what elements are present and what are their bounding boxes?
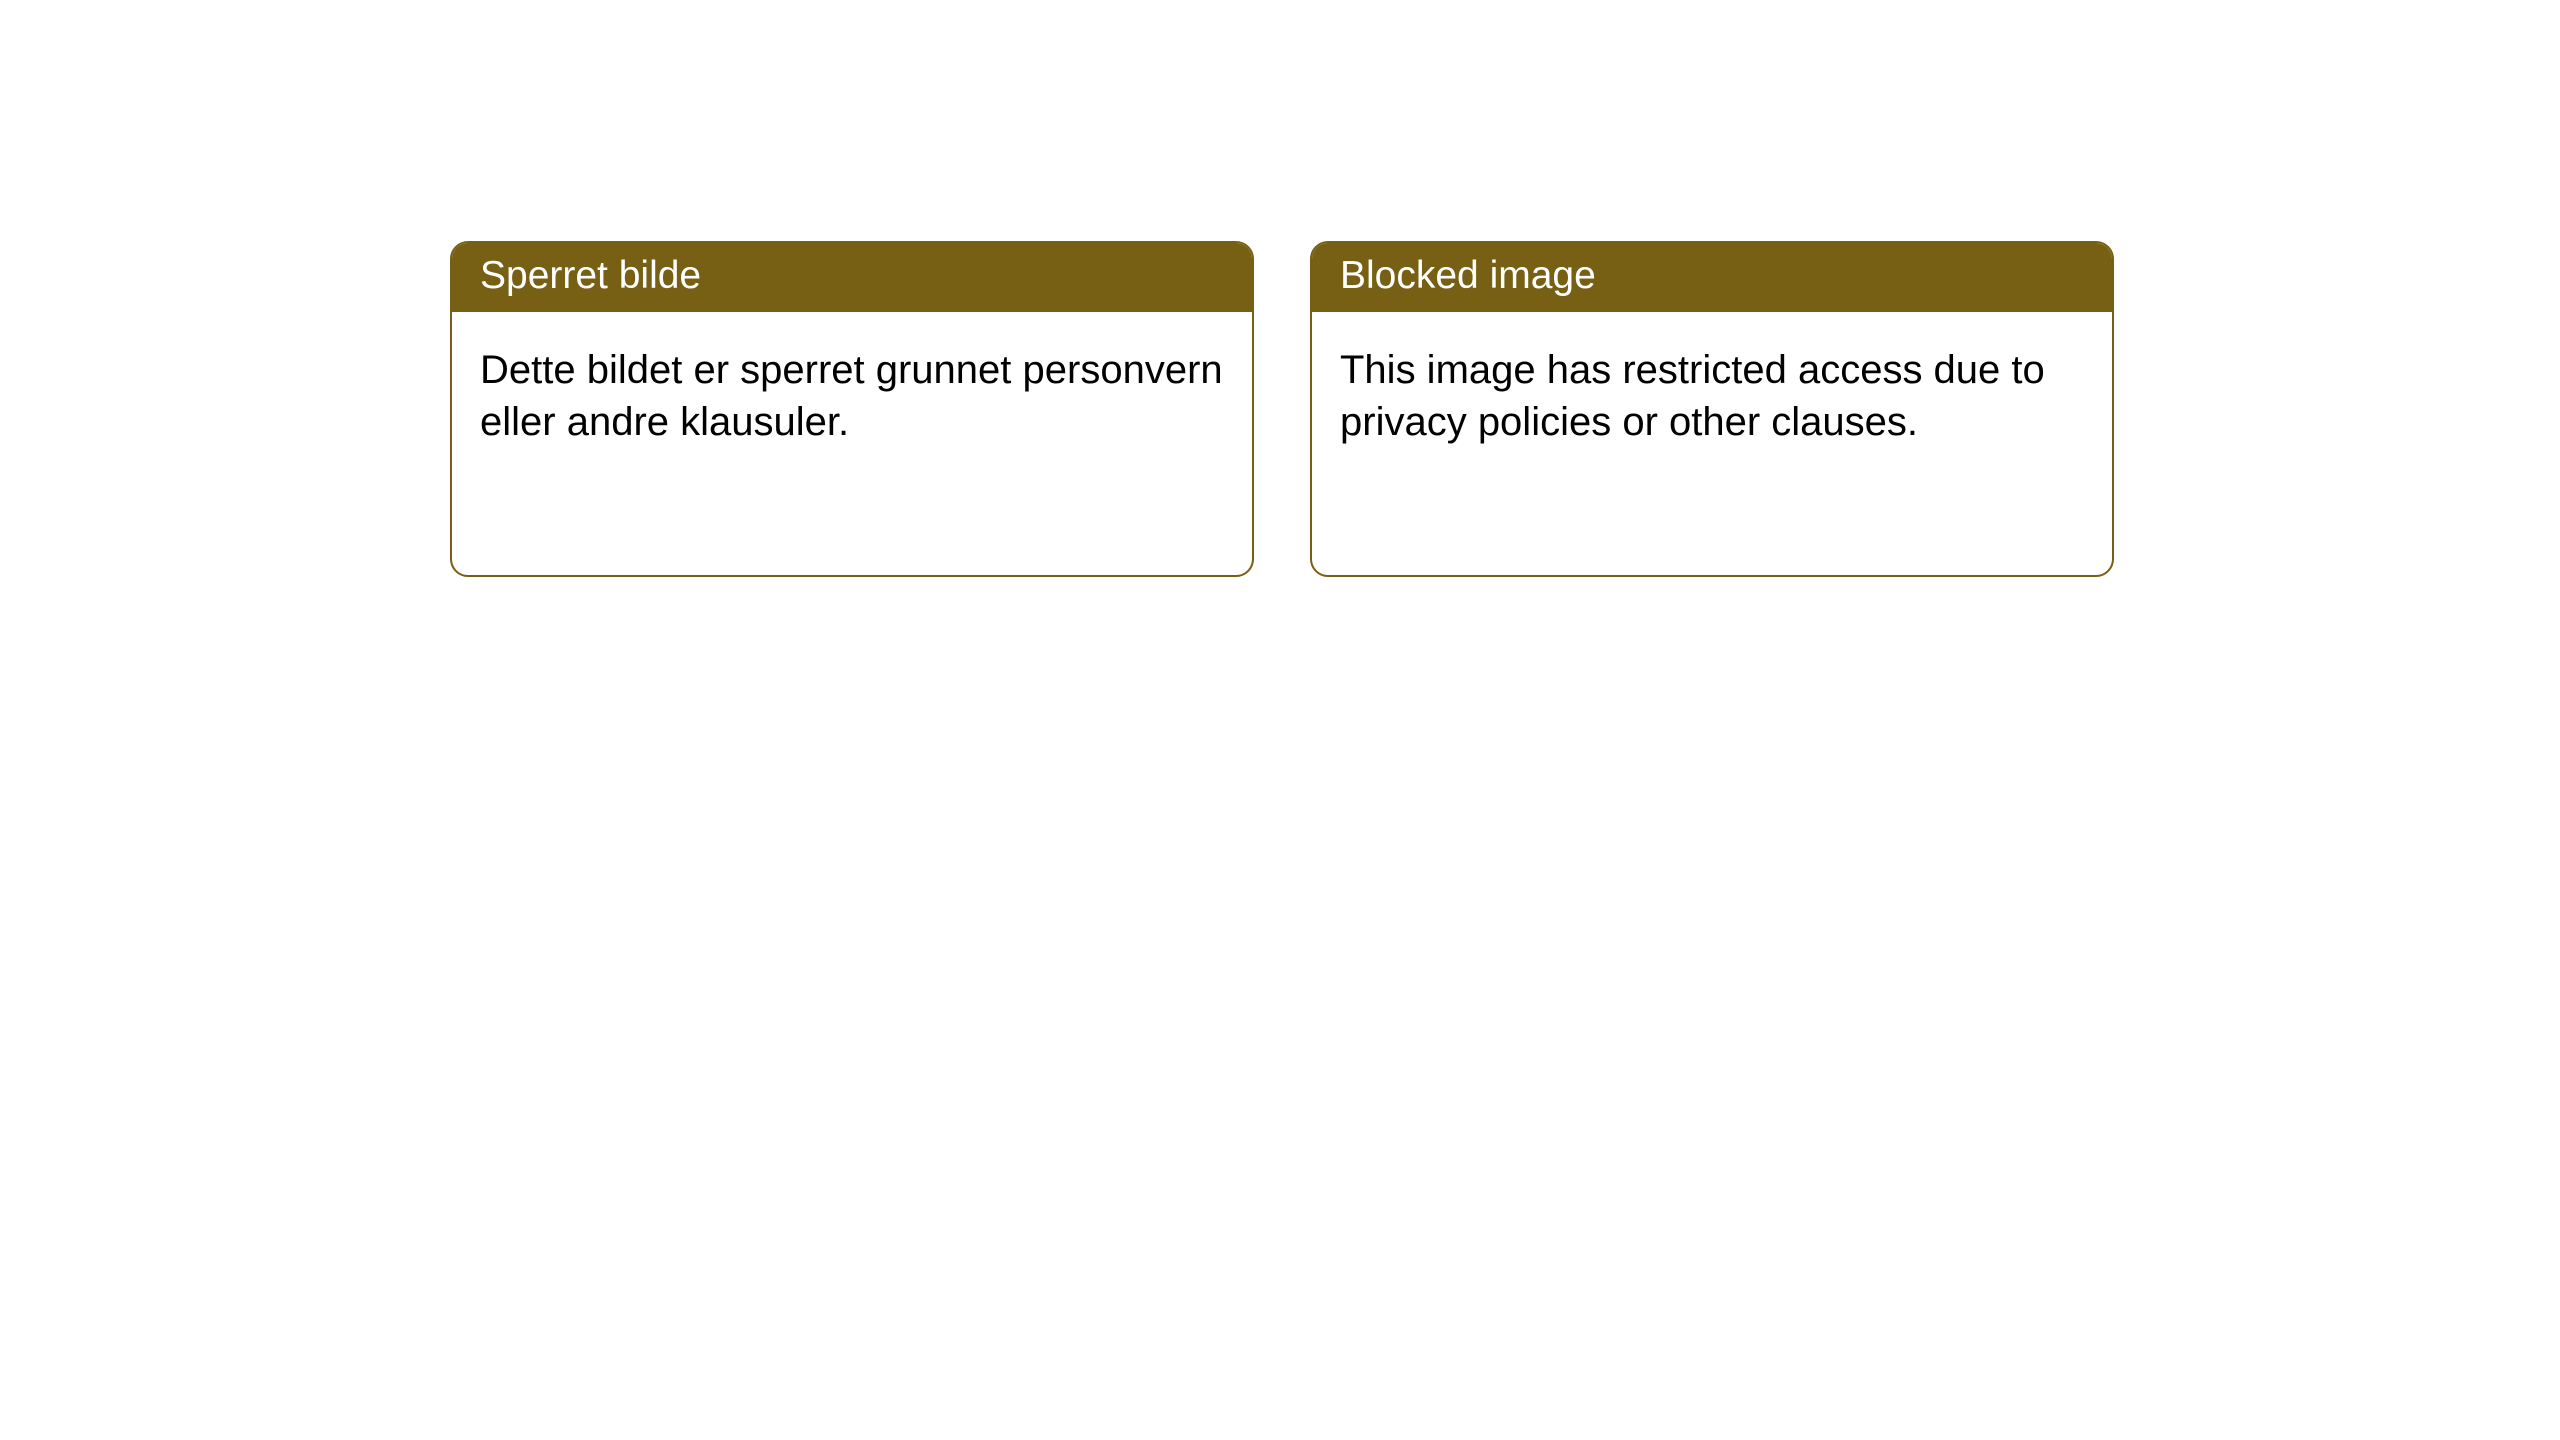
notice-card-title: Sperret bilde xyxy=(452,243,1252,312)
notice-card-english: Blocked image This image has restricted … xyxy=(1310,241,2114,577)
notice-card-body: This image has restricted access due to … xyxy=(1312,312,2112,480)
notice-card-title: Blocked image xyxy=(1312,243,2112,312)
notice-card-norwegian: Sperret bilde Dette bildet er sperret gr… xyxy=(450,241,1254,577)
notice-card-body: Dette bildet er sperret grunnet personve… xyxy=(452,312,1252,480)
notice-container: Sperret bilde Dette bildet er sperret gr… xyxy=(450,241,2114,577)
